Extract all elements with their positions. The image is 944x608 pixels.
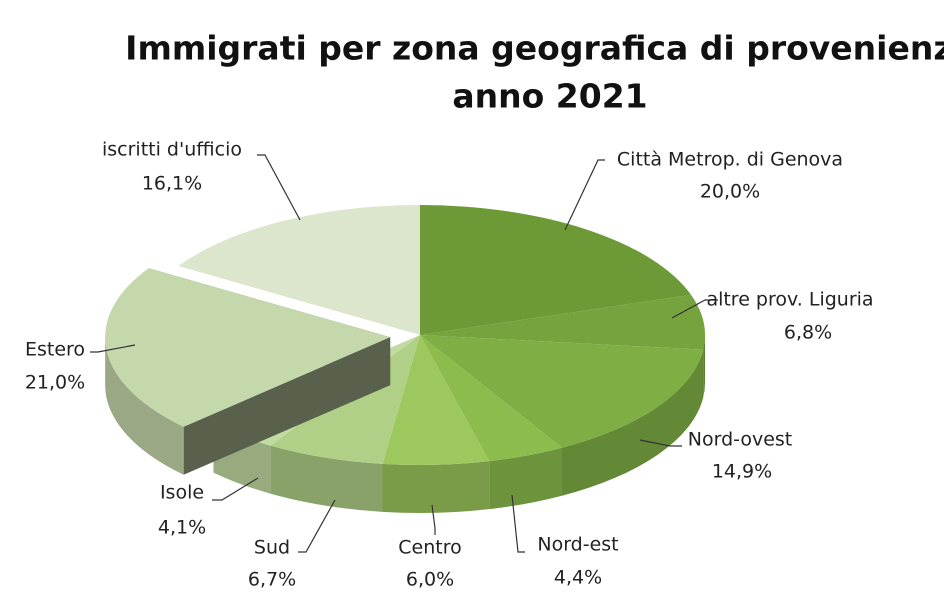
slice (105, 268, 391, 427)
slice-value-label: 20,0% (700, 181, 760, 203)
slice (178, 205, 420, 335)
slice-side (561, 349, 704, 496)
slice-value-label: 4,4% (554, 567, 602, 589)
slice-label: altre prov. Liguria (706, 289, 873, 311)
slice-side (489, 447, 562, 510)
slice-label: Città Metrop. di Genova (617, 149, 843, 171)
slice-value-label: 14,9% (712, 461, 772, 483)
slice-side (703, 335, 706, 398)
leader-line (564, 159, 605, 231)
slice-label: Nord-est (537, 534, 618, 556)
slice (420, 205, 692, 335)
slice-value-label: 6,0% (406, 569, 454, 591)
slice (420, 335, 704, 448)
slice (382, 335, 490, 465)
leader-line (212, 477, 259, 501)
leader-line (90, 344, 136, 353)
slice-value-label: 6,8% (784, 322, 832, 344)
slice-label: Sud (254, 537, 290, 559)
slice-label: Estero (25, 339, 85, 361)
chart-subtitle: anno 2021 (452, 77, 647, 116)
slice-side (105, 337, 184, 475)
slice-value-label: 21,0% (25, 372, 85, 394)
slice-label: iscritti d'ufficio (102, 139, 242, 161)
slice-side (270, 445, 383, 512)
leader-line (639, 439, 682, 447)
leader-line (511, 494, 525, 553)
slice (420, 294, 705, 350)
slice-side (382, 461, 490, 514)
leader-line (671, 299, 718, 319)
leader-line (298, 499, 336, 553)
leader-line (431, 504, 436, 535)
slice-value-label: 6,7% (248, 569, 296, 591)
slice-value-label: 16,1% (142, 173, 202, 195)
chart-title: Immigrati per zona geografica di proveni… (125, 29, 944, 68)
slice (420, 335, 562, 462)
slice-cut (183, 337, 391, 475)
slice-label: Centro (398, 537, 461, 559)
slice-label: Nord-ovest (688, 429, 793, 451)
leader-line (257, 154, 301, 221)
slice-value-label: 4,1% (158, 517, 206, 539)
slice-label: Isole (160, 482, 204, 504)
